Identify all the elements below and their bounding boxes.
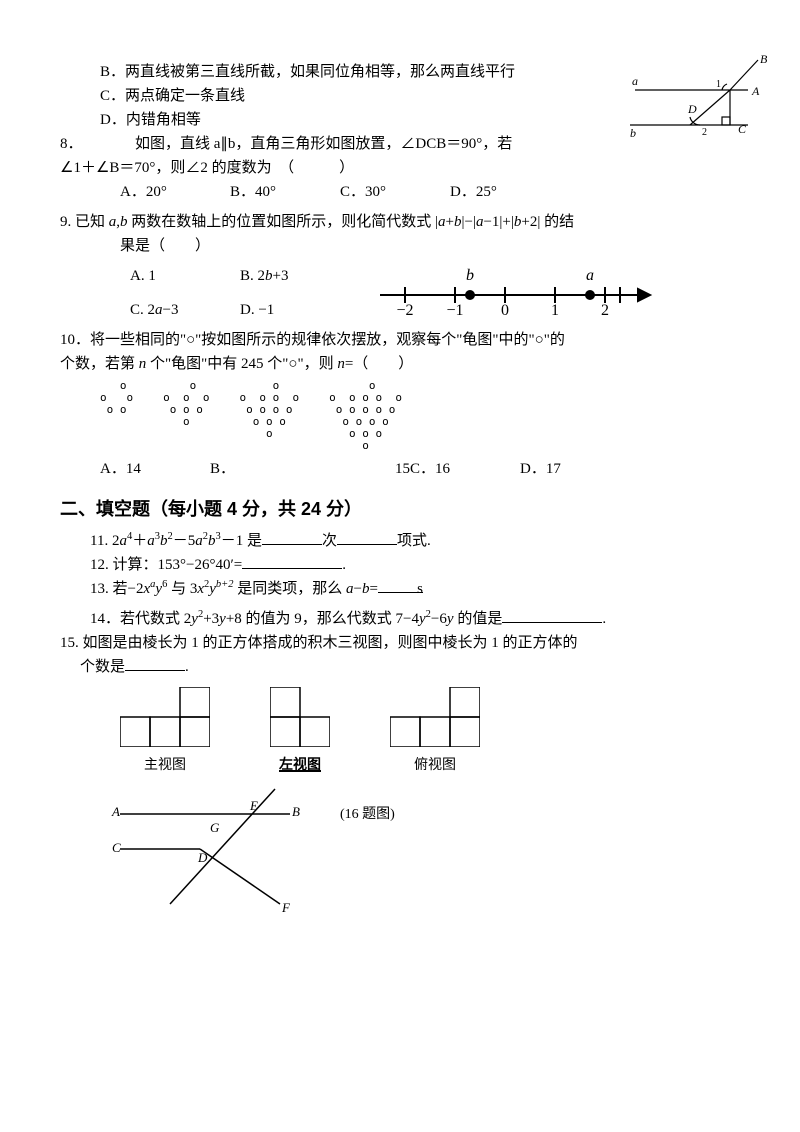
top-view-icon bbox=[390, 687, 480, 747]
label-A: A bbox=[751, 84, 760, 98]
q13: 13. 若−2xay6 与 3x2yb+2 是同类项，那么 a−b=s bbox=[60, 577, 740, 601]
q16-label: (16 题图) bbox=[340, 804, 395, 826]
svg-text:B: B bbox=[292, 804, 300, 819]
q9-numberline: −2 −1 0 1 2 b a bbox=[370, 260, 670, 328]
q9-D: D. −1 bbox=[240, 298, 350, 322]
q15-line1: 15. 如图是由棱长为 1 的正方体搭成的积木三视图，则图中棱长为 1 的正方体… bbox=[60, 631, 740, 655]
q10-stem-2: 个数，若第 n 个"龟图"中有 245 个"○"，则 n=（ ） bbox=[60, 352, 740, 376]
label-C: C bbox=[738, 122, 747, 136]
label-D: D bbox=[687, 102, 697, 116]
svg-text:−2: −2 bbox=[396, 302, 413, 319]
svg-text:0: 0 bbox=[501, 302, 509, 319]
main-view-icon bbox=[120, 687, 210, 747]
q10-D: D．17 bbox=[520, 457, 630, 481]
svg-text:C: C bbox=[112, 840, 121, 855]
svg-text:b: b bbox=[466, 267, 474, 284]
svg-text:E: E bbox=[249, 798, 258, 813]
svg-text:1: 1 bbox=[551, 302, 559, 319]
q15-views: 主视图 左视图 俯视图 bbox=[60, 687, 740, 775]
left-view-icon bbox=[270, 687, 330, 747]
q11: 11. 2a4＋a3b2－5a2b3－1 是次项式. bbox=[60, 529, 740, 553]
q10-figures: o o o o o o o o o o o o o o o o o o o o … bbox=[60, 380, 740, 453]
svg-text:G: G bbox=[210, 820, 220, 835]
q10-A: A．14 bbox=[100, 457, 210, 481]
q9-A: A. 1 bbox=[130, 264, 240, 288]
turtle-3: o o o o o o o o o o o o o bbox=[239, 380, 299, 453]
angle-1: 1 bbox=[716, 79, 721, 90]
q8-C: C．30° bbox=[340, 180, 450, 204]
turtle-4: o o o o o o o o o o o o o o o o o o o bbox=[329, 380, 402, 453]
q9-stem-2: 果是（ ） bbox=[60, 234, 740, 258]
section-2-title: 二、填空题（每小题 4 分，共 24 分） bbox=[60, 495, 740, 524]
left-view-label: 左视图 bbox=[279, 753, 321, 775]
label-B: B bbox=[760, 55, 768, 66]
q14: 14．若代数式 2y2+3y+8 的值为 9，那么代数式 7−4y2−6y 的值… bbox=[60, 607, 740, 631]
label-b: b bbox=[630, 126, 636, 140]
q8-A: A．20° bbox=[120, 180, 230, 204]
label-a: a bbox=[632, 74, 638, 88]
q10-stem-1: 10．将一些相同的"○"按如图所示的规律依次摆放，观察每个"龟图"中的"○"的 bbox=[60, 328, 740, 352]
svg-text:D: D bbox=[197, 850, 208, 865]
q9-C: C. 2a−3 bbox=[130, 298, 240, 322]
svg-text:−1: −1 bbox=[446, 302, 463, 319]
q9-stem: 9. 已知 a,b 两数在数轴上的位置如图所示，则化简代数式 |a+b|−|a−… bbox=[60, 210, 740, 234]
svg-text:F: F bbox=[281, 900, 291, 914]
q8-options: A．20° B．40° C．30° D．25° bbox=[60, 180, 740, 204]
q9-B: B. 2b+3 bbox=[240, 264, 350, 288]
angle-2: 2 bbox=[702, 127, 707, 138]
q8-triangle-figure: B A C D a b 1 2 bbox=[630, 55, 770, 163]
q8-B: B．40° bbox=[230, 180, 340, 204]
q16-figure-row: A B C D E F G (16 题图) bbox=[60, 784, 740, 922]
turtle-1: o o o o o bbox=[100, 380, 133, 453]
q9-options-row1: A. 1 B. 2b+3 bbox=[60, 264, 350, 288]
q12: 12. 计算：153°−26°40′=. bbox=[60, 553, 740, 577]
q15-line2: 个数是. bbox=[60, 655, 740, 679]
q9-options-row2: C. 2a−3 D. −1 bbox=[60, 298, 350, 322]
q10-B: B．15 bbox=[210, 457, 410, 481]
svg-text:A: A bbox=[111, 804, 120, 819]
q10-C: C．16 bbox=[410, 457, 520, 481]
main-view-label: 主视图 bbox=[144, 753, 186, 775]
svg-text:2: 2 bbox=[601, 302, 609, 319]
top-view-label: 俯视图 bbox=[414, 753, 456, 775]
q16-figure: A B C D E F G bbox=[110, 784, 330, 914]
q8-D: D．25° bbox=[450, 180, 560, 204]
turtle-2: o o o o o o o o bbox=[163, 380, 209, 453]
svg-text:a: a bbox=[586, 267, 594, 284]
q10-options: A．14 B．15 C．16 D．17 bbox=[60, 457, 740, 481]
